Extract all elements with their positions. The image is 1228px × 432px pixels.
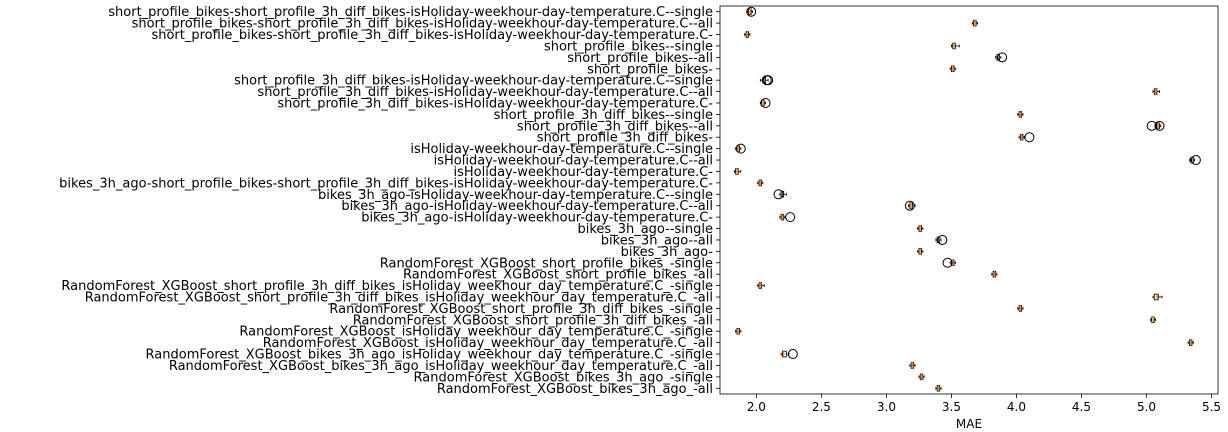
box-23: [991, 270, 998, 278]
box-24: [757, 282, 765, 289]
box-flier: [1024, 132, 1035, 143]
y-tick-label: short_profile_3h_diff_bikes-isHoliday-we…: [277, 97, 713, 112]
box-32: [918, 373, 925, 381]
box-flier: [760, 98, 771, 108]
y-tick-label: short_profile_3h_diff_bikes--single: [494, 108, 713, 123]
box-26: [1017, 305, 1024, 312]
x-tick-label: 5.0: [1137, 400, 1156, 414]
box-14: [733, 168, 742, 175]
y-tick-label: RandomForest_XGBoost_isHoliday_weekhour_…: [239, 325, 713, 340]
y-tick-label: RandomForest_XGBoost_short_profile_3h_di…: [353, 313, 713, 328]
box-flier: [1154, 120, 1165, 131]
box-iqr: [782, 350, 787, 358]
box-28: [735, 327, 742, 335]
box-10: [1146, 120, 1165, 131]
box-29: [1187, 339, 1194, 346]
box-30: [780, 349, 798, 360]
box-16: [773, 189, 787, 200]
y-tick-label: short_profile_3h_diff_bikes-isHoliday-we…: [257, 85, 713, 100]
box-22: [942, 257, 956, 268]
y-tick-label: RandomForest_XGBoost_short_profile_3h_di…: [61, 279, 713, 294]
y-tick-label: RandomForest_XGBoost_isHoliday_weekhour_…: [263, 336, 713, 351]
y-tick-label: short_profile_3h_diff_bikes-: [537, 131, 714, 146]
box-series: [733, 6, 1201, 392]
box-13: [1188, 155, 1201, 166]
y-tick-label: short_profile_3h_diff_bikes-isHoliday-we…: [234, 74, 713, 89]
box-21: [917, 248, 924, 255]
x-tick-label: 3.5: [942, 400, 961, 414]
x-tick-label: 2.0: [747, 400, 766, 414]
box-7: [1152, 88, 1160, 95]
box-flier: [997, 52, 1008, 63]
y-tick-label: RandomForest_XGBoost_short_profile_3h_di…: [85, 291, 713, 306]
y-tick-label: bikes_3h_ago-isHoliday-weekhour-day-temp…: [341, 199, 713, 214]
box-9: [1017, 111, 1024, 118]
y-tick-label: short_profile_bikes-short_profile_3h_dif…: [132, 17, 713, 32]
y-tick-label: bikes_3h_ago--all: [601, 233, 713, 248]
box-11: [1018, 132, 1035, 143]
plot-area-frame: [719, 5, 1219, 395]
y-tick-label: RandomForest_XGBoost_short_profile_3h_di…: [329, 302, 713, 317]
y-tick-label: RandomForest_XGBoost_bikes_3h_ago_-singl…: [414, 370, 713, 385]
y-tick-label: short_profile_bikes-short_profile_3h_dif…: [108, 5, 713, 20]
box-4: [995, 52, 1008, 63]
box-flier: [937, 234, 948, 245]
y-tick-label: bikes_3h_ago-isHoliday-weekhour-day-temp…: [318, 188, 713, 203]
box-flier: [1190, 155, 1201, 166]
y-tick-labels: short_profile_bikes-short_profile_3h_dif…: [59, 5, 720, 397]
box-17: [904, 200, 916, 211]
x-tick-label: 2.5: [812, 400, 831, 414]
y-tick-label: short_profile_bikes-short_profile_3h_dif…: [151, 28, 713, 43]
y-tick-label: RandomForest_XGBoost_short_profile_bikes…: [403, 268, 713, 283]
box-5: [949, 65, 956, 73]
y-tick-label: RandomForest_XGBoost_bikes_3h_ago_-all: [437, 382, 713, 397]
y-tick-label: short_profile_3h_diff_bikes--all: [517, 119, 713, 134]
box-33: [935, 385, 942, 392]
box-flier: [746, 6, 757, 17]
box-20: [935, 234, 948, 245]
box-31: [909, 362, 916, 369]
box-8: [759, 98, 771, 108]
y-tick-label: bikes_3h_ago-short_profile_bikes-short_p…: [59, 176, 713, 191]
x-axis: 2.0 2.5 3.0 3.5 4.0 4.5 5.0 5.5: [747, 394, 1221, 414]
box-12: [735, 143, 746, 154]
x-axis-label: MAE: [956, 417, 982, 431]
box-15: [757, 179, 764, 187]
box-flier: [904, 200, 915, 211]
box-flier: [735, 143, 746, 154]
x-tick-label: 3.0: [877, 400, 896, 414]
y-tick-label: isHoliday-weekhour-day-temperature.C--si…: [410, 142, 713, 157]
box-27: [1149, 316, 1156, 324]
box-iqr: [1153, 293, 1159, 301]
box-3: [951, 42, 960, 50]
box-flier: [785, 212, 796, 223]
box-25: [1152, 293, 1163, 301]
y-tick-label: RandomForest_XGBoost_bikes_3h_ago_isHoli…: [169, 359, 713, 374]
box-flier: [1146, 120, 1157, 131]
y-tick-label: bikes_3h_ago-isHoliday-weekhour-day-temp…: [361, 211, 713, 226]
y-tick-label: bikes_3h_ago-: [621, 245, 714, 260]
box-flier: [773, 189, 784, 200]
box-18: [779, 212, 796, 223]
box-19: [917, 225, 924, 232]
box-flier: [942, 257, 953, 268]
x-tick-label: 5.5: [1202, 400, 1221, 414]
x-tick-label: 4.5: [1072, 400, 1091, 414]
y-tick-label: short_profile_bikes-: [587, 62, 713, 77]
box-0: [746, 6, 757, 17]
box-1: [971, 19, 978, 27]
y-tick-label: short_profile_bikes--single: [544, 39, 713, 54]
y-tick-label: isHoliday-weekhour-day-temperature.C--al…: [434, 154, 713, 169]
x-tick-label: 4.0: [1007, 400, 1026, 414]
y-tick-label: RandomForest_XGBoost_short_profile_bikes…: [380, 256, 713, 271]
box-flier: [763, 75, 774, 86]
box-flier: [787, 349, 798, 360]
y-tick-label: RandomForest_XGBoost_bikes_3h_ago_isHoli…: [146, 348, 713, 363]
y-tick-label: short_profile_bikes--all: [567, 51, 713, 66]
y-tick-label: bikes_3h_ago--single: [578, 222, 714, 237]
box-6: [759, 75, 774, 86]
box-2: [744, 31, 751, 38]
y-tick-label: isHoliday-weekhour-day-temperature.C-: [454, 165, 714, 180]
